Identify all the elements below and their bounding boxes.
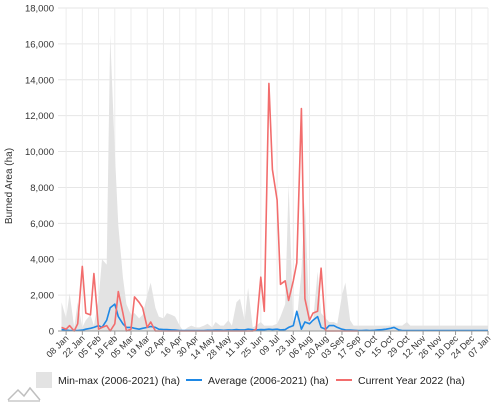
- legend-label: Average (2006-2021) (ha): [208, 375, 329, 387]
- y-tick-label: 0: [49, 327, 54, 338]
- y-tick-label: 8,000: [30, 183, 54, 194]
- legend-item-average[interactable]: Average (2006-2021) (ha): [186, 375, 329, 387]
- legend-item-min-max[interactable]: Min-max (2006-2021) (ha): [36, 372, 180, 388]
- series-lines-layer: [61, 82, 488, 332]
- min-max-band-layer: [61, 34, 488, 332]
- y-axis-title: Burned Area (ha): [4, 148, 15, 224]
- y-tick-label: 10,000: [25, 147, 54, 158]
- mountain-logo-icon: [7, 386, 41, 402]
- y-tick-label: 2,000: [30, 291, 54, 302]
- legend-swatch-band: [36, 372, 52, 388]
- y-tick-label: 12,000: [25, 111, 54, 122]
- series-band-min-max: [61, 34, 488, 332]
- y-tick-label: 14,000: [25, 75, 54, 86]
- y-tick-label: 6,000: [30, 219, 54, 230]
- chart-legend[interactable]: Min-max (2006-2021) (ha) Average (2006-20…: [36, 372, 465, 388]
- y-axis: 0 2,000 4,000 6,000 8,000 10,000 12,000 14,000 1…: [25, 4, 54, 338]
- y-tick-label: 4,000: [30, 255, 54, 266]
- legend-item-current-year[interactable]: Current Year 2022 (ha): [336, 375, 465, 387]
- y-tick-label: 16,000: [25, 39, 54, 50]
- y-tick-label: 18,000: [25, 4, 54, 15]
- legend-label: Min-max (2006-2021) (ha): [58, 375, 180, 387]
- legend-label: Current Year 2022 (ha): [358, 375, 465, 387]
